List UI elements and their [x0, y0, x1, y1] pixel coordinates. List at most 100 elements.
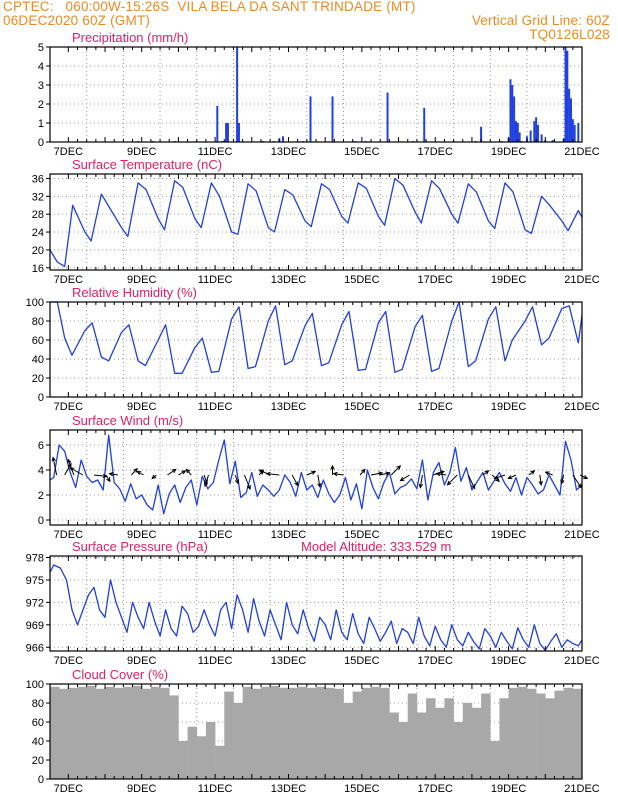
wind-arrow — [400, 474, 410, 482]
y-tick-label: 3 — [38, 80, 44, 92]
x-tick-label: 19DEC — [491, 146, 527, 158]
cloud-cover-bar — [251, 688, 262, 779]
wind-arrow-head — [185, 468, 191, 474]
cloud-cover-bar — [481, 693, 491, 779]
wind-arrow-head — [361, 468, 366, 474]
cloud-cover-title: Cloud Cover (%) — [72, 667, 168, 682]
cloud-cover-bar — [490, 741, 500, 779]
wind-arrow — [333, 473, 344, 476]
precipitation-bar — [551, 140, 554, 142]
cloud-cover-bar — [95, 688, 106, 779]
surface-wind-panel: 0 2 4 6 7DEC 9DEC 11DEC 13DEC 15DEC 17DEC 19DEC 21D… — [38, 413, 600, 541]
wind-arrow — [545, 471, 553, 476]
cloud-cover-bar — [59, 688, 69, 779]
precipitation-bar — [331, 96, 334, 142]
precipitation-panel: 0 1 2 3 4 5 7DEC 9DEC 11DEC 13DEC 15DEC 17DEC 19DEC 2… — [38, 30, 600, 158]
wind-arrow-head — [51, 456, 56, 462]
wind-arrow-head — [530, 470, 536, 475]
x-tick-label: 21DEC — [564, 401, 600, 413]
precipitation-bar — [216, 105, 219, 142]
precipitation-bar — [226, 123, 229, 142]
y-tick-label: 32 — [32, 191, 44, 203]
wind-arrow — [561, 474, 565, 484]
precipitation-bar — [577, 123, 580, 142]
wind-arrow-head — [203, 482, 209, 488]
cloud-cover-bar — [297, 686, 308, 779]
precipitation-bar — [480, 126, 483, 142]
x-tick-label: 7DEC — [54, 529, 83, 541]
cloud-cover-bar — [233, 703, 243, 779]
y-tick-label: 972 — [26, 597, 44, 609]
y-tick-label: 80 — [32, 698, 44, 710]
wind-arrow-head — [67, 458, 72, 464]
wind-arrow-head — [385, 471, 391, 476]
y-tick-label: 60 — [32, 717, 44, 729]
cloud-cover-bar — [77, 686, 87, 779]
header-grid-line: Vertical Grid Line: 60Z — [471, 13, 610, 28]
x-tick-label: 7DEC — [54, 401, 83, 413]
wind-arrow-head — [378, 471, 384, 476]
cloud-cover-bar — [517, 686, 528, 779]
header-model-code: TQ0126L028 — [529, 27, 610, 42]
wind-arrow — [370, 472, 383, 476]
precipitation-bar — [386, 92, 389, 142]
x-tick-label: 21DEC — [564, 146, 600, 158]
wind-arrow-head — [171, 468, 177, 474]
x-tick-label: 9DEC — [127, 401, 156, 413]
x-tick-label: 9DEC — [127, 655, 156, 667]
wind-arrow-head — [435, 471, 441, 477]
wind-arrow-head — [544, 471, 550, 476]
wind-arrow — [291, 474, 299, 486]
y-tick-label: 20 — [32, 245, 44, 257]
y-tick-label: 40 — [32, 736, 44, 748]
cloud-cover-bar — [462, 703, 473, 779]
cloud-cover-bar — [334, 688, 344, 779]
cloud-cover-bar — [444, 698, 454, 779]
wind-arrow-head — [560, 479, 565, 485]
x-tick-label: 19DEC — [491, 401, 527, 413]
wind-arrow — [508, 474, 517, 479]
x-tick-label: 11DEC — [198, 655, 233, 667]
wind-arrow — [419, 474, 423, 488]
cloud-cover-bar — [407, 693, 418, 779]
x-tick-label: 15DEC — [344, 274, 380, 286]
y-tick-label: 4 — [38, 465, 44, 477]
wind-arrow — [380, 472, 390, 476]
y-tick-label: 4 — [38, 61, 44, 73]
y-tick-label: 100 — [26, 297, 44, 309]
precipitation-bar — [423, 107, 426, 142]
x-tick-label: 21DEC — [564, 783, 600, 795]
x-tick-label: 11DEC — [198, 783, 233, 795]
wind-arrow-head — [471, 484, 476, 490]
wind-arrow — [467, 474, 476, 489]
cloud-cover-bar — [426, 698, 436, 779]
wind-arrow-head — [265, 471, 271, 477]
plot-frame — [49, 555, 583, 652]
cloud-cover-bar — [416, 712, 427, 779]
cloud-cover-bar — [187, 726, 198, 779]
wind-arrow-head — [439, 470, 445, 475]
y-tick-label: 969 — [26, 620, 44, 632]
cloud-cover-bar — [554, 690, 564, 779]
wind-arrow-head — [317, 482, 322, 489]
x-tick-label: 9DEC — [127, 274, 156, 286]
plot-frame — [49, 173, 583, 271]
x-tick-label: 9DEC — [127, 783, 156, 795]
x-tick-label: 13DEC — [271, 529, 307, 541]
cloud-cover-bar — [435, 707, 445, 779]
wind-arrow — [436, 473, 447, 476]
precipitation-bar — [518, 132, 521, 142]
precipitation-bar — [571, 119, 574, 142]
wind-arrow — [131, 468, 138, 476]
x-tick-label: 9DEC — [127, 529, 156, 541]
x-tick-label: 13DEC — [271, 146, 307, 158]
x-tick-label: 19DEC — [491, 529, 527, 541]
y-tick-label: 20 — [32, 755, 44, 767]
wind-arrow-head — [507, 475, 513, 480]
cloud-cover-bar — [242, 686, 253, 779]
wind-arrow — [93, 474, 107, 477]
x-tick-label: 17DEC — [418, 655, 454, 667]
y-tick-label: 966 — [26, 642, 44, 654]
cloud-cover-bar — [352, 691, 363, 779]
wind-arrow-head — [332, 471, 338, 477]
